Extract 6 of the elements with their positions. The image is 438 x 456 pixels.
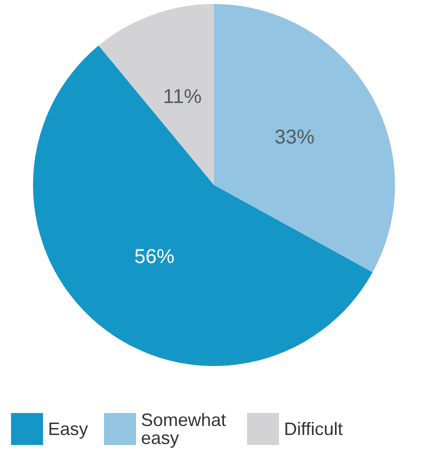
legend-label: Easy [48, 419, 88, 439]
legend-label: Difficult [284, 419, 343, 439]
data-label: 33% [274, 126, 315, 148]
data-label: 11% [163, 86, 202, 108]
data-label: 56% [134, 246, 175, 268]
legend-label: Somewhat easy [141, 410, 232, 448]
